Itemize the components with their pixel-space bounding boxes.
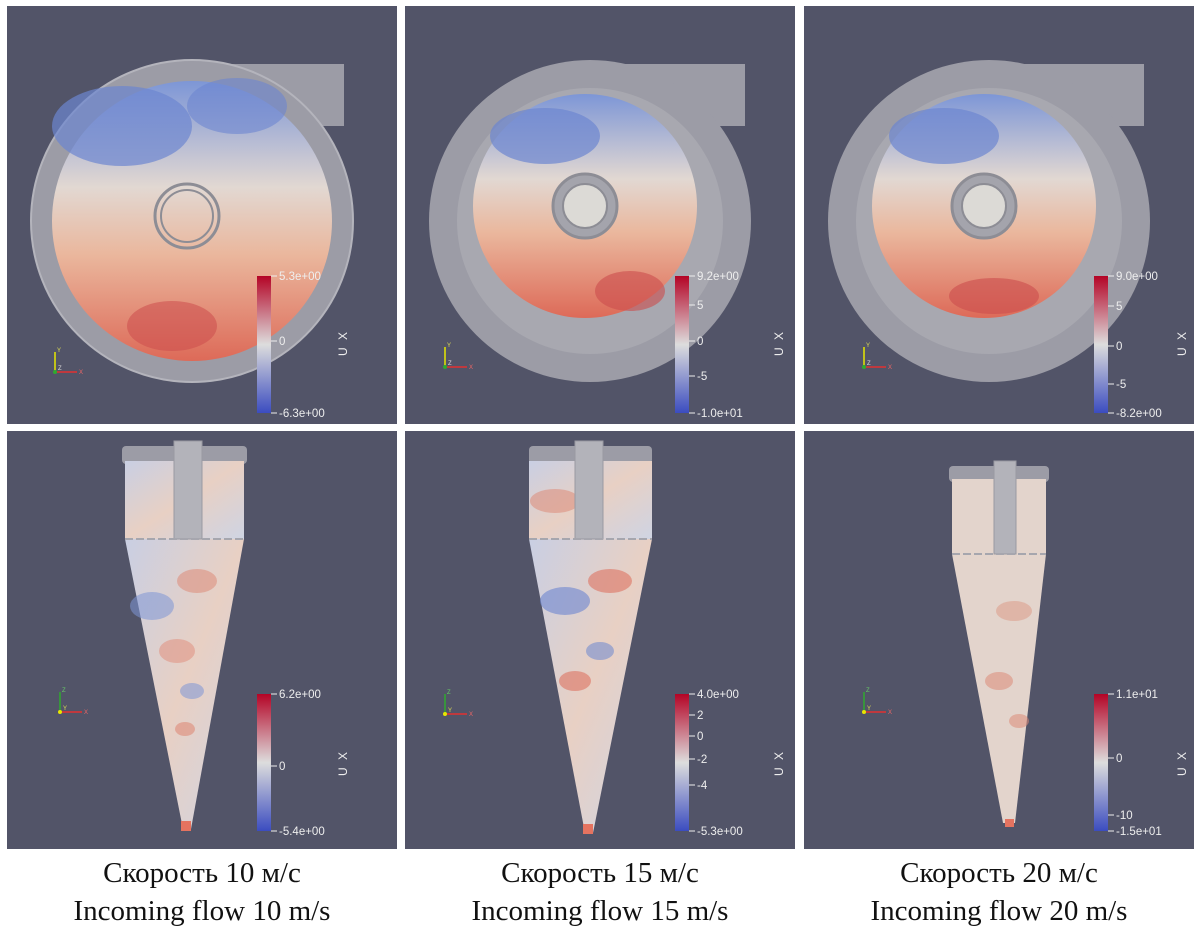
svg-text:X: X (888, 710, 892, 716)
colorbar: 1.1e+01 0 -10 -1.5e+01 U X (1094, 689, 1189, 838)
colorbar-tick: 5 (697, 300, 703, 312)
colorbar-title: U X (336, 330, 350, 356)
colorbar: 5.3e+00 0 -6.3e+00 U X (257, 271, 350, 420)
colorbar-tick: 9.2e+00 (697, 271, 739, 283)
svg-text:Y: Y (448, 708, 452, 714)
colorbar-tick: 0 (697, 731, 703, 743)
svg-text:Y: Y (867, 706, 871, 712)
colorbar-tick: 0 (1116, 753, 1122, 765)
cyclone-top-view (828, 60, 1150, 382)
colorbar-tick: -8.2e+00 (1116, 408, 1162, 420)
colorbar-tick: 5.3e+00 (279, 271, 321, 283)
panel-side-15: Z Y X 4.0e+00 2 0 -2 -4 -5.3e+00 U X (405, 431, 795, 849)
cyclone-side-view (529, 440, 652, 834)
axis-triad: Z Y X (58, 688, 88, 716)
svg-text:Y: Y (866, 343, 870, 349)
svg-text:Z: Z (447, 690, 451, 696)
panel-side-20: Z Y X 1.1e+01 0 -10 -1.5e+01 U X (804, 431, 1194, 849)
colorbar-title: U X (1175, 750, 1189, 776)
svg-text:Y: Y (63, 706, 67, 712)
colorbar: 9.2e+00 5 0 -5 -1.0e+01 U X (675, 271, 786, 420)
caption-10: Скорость 10 м/с Incoming flow 10 m/s (7, 854, 397, 930)
svg-text:Z: Z (867, 361, 871, 367)
colorbar-tick: 4.0e+00 (697, 689, 739, 701)
colorbar-tick: -6.3e+00 (279, 408, 325, 420)
colorbar-tick: 5 (1116, 301, 1122, 313)
colorbar-tick: -1.5e+01 (1116, 826, 1162, 838)
colorbar-tick: 1.1e+01 (1116, 689, 1158, 701)
colorbar-tick: -5.4e+00 (279, 826, 325, 838)
svg-text:X: X (79, 370, 83, 376)
svg-text:Z: Z (866, 688, 870, 694)
colorbar-title: U X (336, 750, 350, 776)
svg-text:Z: Z (58, 366, 62, 372)
svg-text:X: X (469, 365, 473, 371)
colorbar-tick: -2 (697, 754, 707, 766)
cyclone-side-view (122, 440, 247, 831)
cyclone-side-view (949, 460, 1049, 827)
cyclone-top-view (30, 59, 354, 383)
svg-text:X: X (84, 710, 88, 716)
colorbar-tick: 9.0e+00 (1116, 271, 1158, 283)
axis-triad: Z Y X (862, 688, 892, 716)
caption-ru: Скорость 10 м/с (103, 857, 301, 889)
caption-15: Скорость 15 м/с Incoming flow 15 m/s (405, 854, 795, 930)
panel-side-10: Z Y X 6.2e+00 0 -5.4e+00 U X (7, 431, 397, 849)
axis-triad: Y Z X (862, 343, 892, 371)
caption-en: Incoming flow 10 m/s (73, 895, 331, 927)
colorbar-title: U X (1175, 330, 1189, 356)
svg-text:X: X (469, 712, 473, 718)
colorbar: 9.0e+00 5 0 -5 -8.2e+00 U X (1094, 271, 1189, 420)
axis-triad: Y Z X (53, 348, 83, 376)
colorbar-tick: -10 (1116, 810, 1133, 822)
panel-top-15: Y Z X 9.2e+00 5 0 -5 -1.0e+01 U X (405, 6, 795, 424)
axis-triad: Y Z X (443, 343, 473, 371)
caption-en: Incoming flow 20 m/s (870, 895, 1128, 927)
caption-20: Скорость 20 м/с Incoming flow 20 m/s (804, 854, 1194, 930)
colorbar: 6.2e+00 0 -5.4e+00 U X (257, 689, 350, 838)
colorbar-tick: -5 (1116, 379, 1126, 391)
colorbar-tick: 6.2e+00 (279, 689, 321, 701)
panel-top-20: Y Z X 9.0e+00 5 0 -5 -8.2e+00 U X (804, 6, 1194, 424)
colorbar-tick: -5.3e+00 (697, 826, 743, 838)
panel-top-10: Y Z X 5.3e+00 0 -6.3e+00 U X (7, 6, 397, 424)
svg-text:X: X (888, 365, 892, 371)
colorbar-tick: 0 (279, 761, 285, 773)
colorbar-tick: 0 (697, 336, 703, 348)
caption-ru: Скорость 20 м/с (900, 857, 1098, 889)
svg-text:Z: Z (448, 361, 452, 367)
colorbar-tick: -1.0e+01 (697, 408, 743, 420)
colorbar-tick: 2 (697, 710, 703, 722)
colorbar-tick: 0 (279, 336, 285, 348)
colorbar-title: U X (772, 750, 786, 776)
colorbar-tick: -4 (697, 780, 708, 792)
colorbar-title: U X (772, 330, 786, 356)
colorbar-tick: 0 (1116, 341, 1122, 353)
caption-ru: Скорость 15 м/с (501, 857, 699, 889)
caption-en: Incoming flow 15 m/s (471, 895, 729, 927)
colorbar-tick: -5 (697, 371, 707, 383)
colorbar: 4.0e+00 2 0 -2 -4 -5.3e+00 U X (675, 689, 786, 838)
svg-text:Z: Z (62, 688, 66, 694)
cyclone-top-view (429, 60, 751, 382)
svg-text:Y: Y (57, 348, 61, 354)
axis-triad: Z Y X (443, 690, 473, 718)
svg-text:Y: Y (447, 343, 451, 349)
